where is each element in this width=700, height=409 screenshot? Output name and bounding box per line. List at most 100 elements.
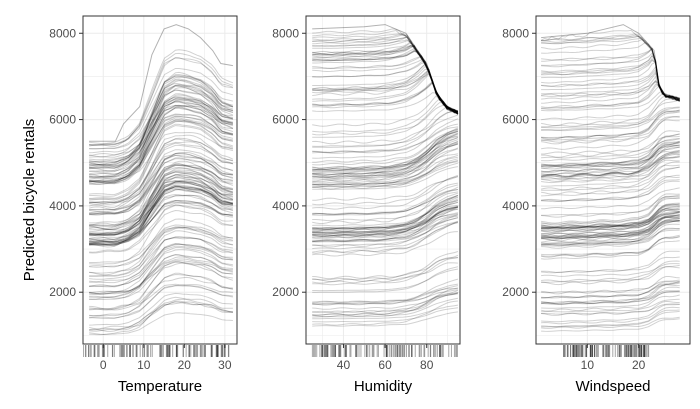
ice-curve <box>541 174 680 202</box>
ice-curve <box>89 204 233 265</box>
ice-curve <box>541 107 680 132</box>
ice-curve <box>89 164 234 214</box>
ice-curve <box>89 85 234 169</box>
ice-curve <box>312 63 459 113</box>
ice-curve <box>312 63 459 112</box>
ice-curve <box>541 284 680 305</box>
ice-curve <box>312 143 459 176</box>
y-tick-label: 8000 <box>502 26 529 40</box>
ice-curve <box>89 85 233 178</box>
ice-curve <box>89 84 234 173</box>
ice-curve <box>89 87 234 178</box>
ice-curve <box>312 133 459 172</box>
ice-curve <box>312 191 458 222</box>
ice-curve <box>312 283 458 303</box>
ice-curve <box>312 201 459 229</box>
ice-curve <box>540 152 680 177</box>
ice-curve <box>541 300 680 316</box>
ice-curve-upper <box>89 24 233 142</box>
ice-curve <box>312 206 458 237</box>
y-tick-label: 4000 <box>49 199 76 213</box>
ice-curve <box>312 268 459 292</box>
ice-curve <box>89 180 233 236</box>
ice-curve <box>541 156 680 176</box>
ice-curve <box>312 81 458 113</box>
ice-curve <box>541 250 680 273</box>
ice-curve <box>540 29 680 100</box>
ice-curve <box>541 211 680 232</box>
ice-curve <box>312 262 458 283</box>
ice-curve <box>88 134 234 208</box>
ice-curve <box>312 289 458 305</box>
ice-curve <box>312 95 459 127</box>
ice-curve <box>312 129 459 163</box>
ice-curve <box>541 179 680 203</box>
ice-curve <box>89 171 233 224</box>
ice-curve <box>89 181 234 245</box>
ice-curve <box>312 208 458 230</box>
ice-curve <box>541 197 680 226</box>
ice-curve <box>312 69 459 115</box>
ice-curve <box>312 29 459 114</box>
ice-curve <box>89 193 233 244</box>
ice-curve <box>541 236 680 257</box>
ice-curve <box>312 166 458 190</box>
ice-curve <box>89 186 233 235</box>
ice-curve <box>541 34 680 99</box>
ice-curve <box>312 215 458 248</box>
ice-curve <box>312 222 459 253</box>
ice-curve <box>312 194 459 233</box>
ice-curve <box>312 28 459 114</box>
ice-curve <box>89 284 233 320</box>
ice-curve <box>541 55 680 100</box>
ice-curve <box>541 164 680 184</box>
ice-curve <box>89 68 234 146</box>
ice-curve <box>89 131 234 184</box>
ice-curve <box>541 142 680 176</box>
ice-curve <box>312 73 459 113</box>
ice-curve <box>312 214 459 239</box>
ice-curve <box>312 189 458 215</box>
ice-curve <box>540 216 680 241</box>
ice-curve <box>541 93 681 121</box>
ice-curve <box>541 110 680 139</box>
ice-curve <box>541 279 680 294</box>
ice-curve <box>541 166 680 191</box>
ice-curve <box>312 206 459 239</box>
ice-curve <box>89 137 234 204</box>
ice-curve <box>89 179 234 231</box>
y-tick-label: 6000 <box>49 113 76 127</box>
ice-curve <box>89 106 233 183</box>
ice-curve <box>312 212 459 234</box>
ice-curve <box>89 218 233 274</box>
ice-curve <box>541 263 680 277</box>
ice-curve <box>541 240 680 256</box>
ice-curve <box>541 133 680 167</box>
ice-curve <box>89 78 234 166</box>
ice-curve <box>541 47 680 102</box>
ice-curve <box>541 208 680 233</box>
ice-curve <box>89 158 234 215</box>
ice-curve <box>541 304 680 323</box>
ice-curve <box>89 166 233 215</box>
ice-curve <box>312 297 459 318</box>
ice-curve <box>89 79 234 166</box>
ice-curve <box>312 205 459 243</box>
y-tick-label: 2000 <box>272 285 299 299</box>
ice-curve <box>541 208 680 229</box>
ice-curve <box>89 175 234 243</box>
ice-curve <box>89 249 234 298</box>
y-tick-label: 6000 <box>502 113 529 127</box>
ice-curve <box>541 59 680 101</box>
ice-curve <box>89 169 234 236</box>
ice-curve <box>89 75 234 149</box>
ice-curve <box>312 128 459 172</box>
ice-curve <box>312 34 459 112</box>
ice-curve <box>541 149 680 178</box>
ice-curve <box>541 203 680 229</box>
ice-curve <box>89 94 234 183</box>
ice-curve <box>312 206 458 235</box>
ice-curve <box>541 290 680 305</box>
x-tick-label: 0 <box>100 358 107 372</box>
